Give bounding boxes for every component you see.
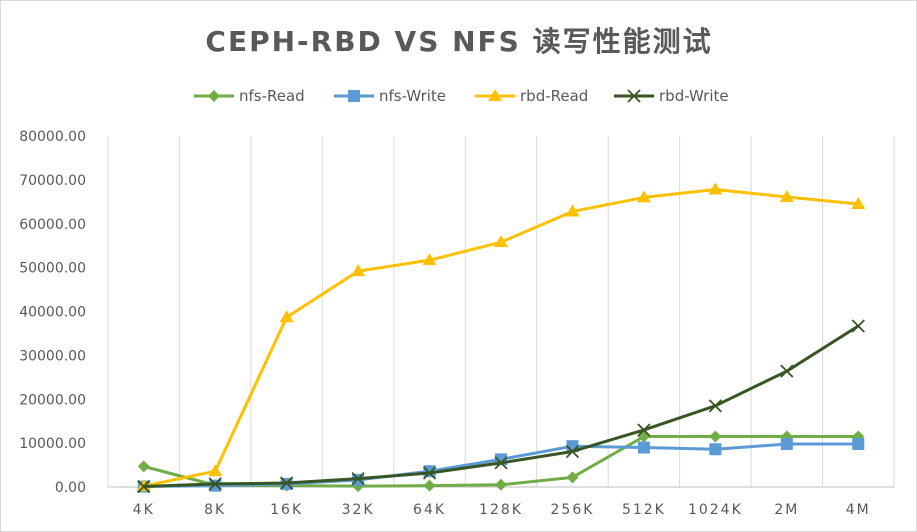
x-tick-label: 64K [413,502,446,518]
x-tick-label: 16K [270,502,303,518]
y-tick-label: 60000.00 [19,217,86,233]
data-point [637,423,651,437]
data-point [279,310,294,323]
data-point [423,479,436,492]
data-point [137,479,151,494]
plot-area [136,182,866,494]
y-tick-label: 50000.00 [19,261,86,277]
data-point [708,182,723,195]
y-tick-label: 40000.00 [19,305,86,321]
data-point [494,456,508,470]
data-point [488,89,502,101]
legend-item: rbd-Write [614,87,729,105]
data-point [709,443,722,456]
y-tick-label: 0.00 [55,480,86,496]
data-point [637,441,650,454]
data-point [209,479,222,492]
series-rbd-write [137,319,865,494]
data-point [709,430,722,443]
data-point [495,478,507,491]
y-tick-label: 70000.00 [19,173,86,189]
gridlines [107,136,895,488]
x-tick-label: 1024K [688,502,743,518]
data-point [565,204,580,217]
data-point [708,399,723,413]
data-point [636,190,651,203]
y-tick-label: 30000.00 [19,348,86,364]
data-point [566,471,579,484]
y-axis: 0.00 10000.00 20000.00 30000.00 40000.00 5000… [19,129,86,496]
x-axis: 4K 8K 16K 32K 64K 128K 256K 512K 1024K 2M 4M [133,502,871,518]
data-point [208,464,223,477]
series-rbd-read [136,182,866,492]
data-point [494,235,508,248]
y-tick-label: 20000.00 [19,392,86,408]
data-point [851,197,866,210]
legend-item: nfs-Read [194,87,305,105]
data-point [279,476,294,490]
x-tick-label: 32K [342,502,375,518]
data-point [137,460,150,473]
legend-label: rbd-Read [520,87,588,105]
legend-label: nfs-Write [379,87,446,105]
data-point [422,253,437,266]
data-point [208,477,222,491]
legend-label: nfs-Read [239,87,305,105]
data-point [208,90,220,102]
legend-item: rbd-Read [475,87,588,105]
y-tick-label: 10000.00 [19,436,86,452]
data-point [627,89,641,103]
data-point [780,364,794,378]
data-point [351,472,365,486]
x-tick-label: 4M [846,502,871,518]
x-tick-label: 128K [479,502,523,518]
legend-item: nfs-Write [334,87,446,105]
chart-title: CEPH-RBD VS NFS 读写性能测试 [205,25,712,58]
data-point [851,319,865,333]
x-tick-label: 512K [622,502,666,518]
x-tick-label: 256K [551,502,595,518]
legend: nfs-Read nfs-Write rbd-Read rbd-Write [194,87,729,105]
x-tick-label: 2M [774,502,799,518]
data-point [348,90,360,102]
data-point [779,189,794,202]
x-tick-label: 4K [133,502,155,518]
data-point [565,444,580,459]
data-point [852,438,865,451]
y-tick-label: 80000.00 [19,129,86,145]
data-point [351,264,366,277]
x-tick-label: 8K [204,502,226,518]
data-point [422,466,437,480]
legend-label: rbd-Write [659,87,729,105]
data-point [780,438,793,451]
